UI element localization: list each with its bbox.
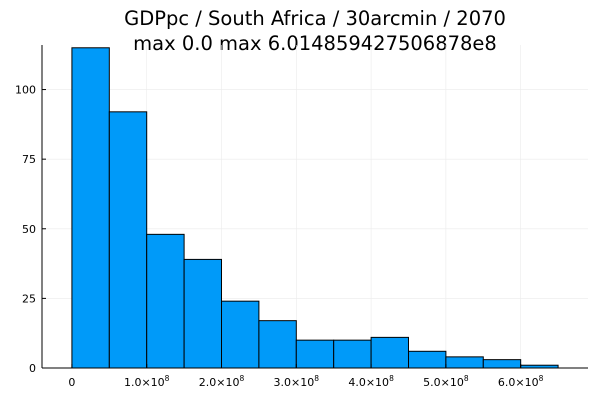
histogram-bar (445, 356, 484, 369)
x-tick-exponent: 8 (464, 374, 469, 383)
x-tick-labels: 0 1.0×108 2.0×108 3.0×108 4.0×108 5.0×108 6.0×… (68, 364, 544, 389)
histogram-bar (221, 300, 260, 369)
x-tick-exponent: 8 (389, 374, 394, 383)
x-tick-exponent: 8 (539, 374, 544, 383)
x-tick-label: 5.0×108 (423, 374, 469, 389)
x-tick-exponent: 8 (314, 374, 319, 383)
histogram-bar (183, 258, 223, 369)
x-tick-label: 0 (68, 376, 75, 389)
x-tick-label: 4.0×108 (348, 374, 394, 389)
y-tick-labels: 0 25 50 75 100 (15, 84, 46, 375)
y-tick-label: 75 (22, 153, 36, 166)
histogram-bar (146, 233, 185, 369)
histogram-bar (370, 336, 409, 369)
x-tick-exponent: 8 (239, 374, 244, 383)
x-tick-label: 2.0×108 (199, 374, 245, 389)
x-tick-mantissa: 2.0×10 (199, 376, 240, 389)
x-tick-label: 6.0×108 (498, 374, 544, 389)
x-tick-label: 3.0×108 (274, 374, 320, 389)
x-tick-mantissa: 1.0×10 (124, 376, 165, 389)
x-tick-mantissa: 6.0×10 (498, 376, 539, 389)
x-tick-mantissa: 3.0×10 (274, 376, 315, 389)
histogram-bar (108, 111, 148, 369)
y-tick-label: 25 (22, 292, 36, 305)
x-tick-exponent: 8 (165, 374, 170, 383)
x-tick-label: 1.0×108 (124, 374, 170, 389)
histogram-bar (295, 339, 335, 369)
histogram-bar (71, 47, 110, 369)
y-tick-label: 0 (29, 362, 36, 375)
chart-subtitle: max 0.0 max 6.014859427506878e8 (133, 32, 497, 55)
histogram-bar (407, 350, 447, 369)
y-tick-label: 50 (22, 223, 36, 236)
chart-title: GDPpc / South Africa / 30arcmin / 2070 (124, 7, 506, 30)
axes (41, 45, 588, 369)
bars-group (71, 47, 559, 369)
x-tick-mantissa: 0 (68, 376, 75, 389)
histogram-bar (333, 339, 372, 369)
x-tick-mantissa: 4.0×10 (348, 376, 389, 389)
histogram-bar (258, 320, 297, 369)
x-tick-mantissa: 5.0×10 (423, 376, 464, 389)
histogram-bar (482, 359, 522, 369)
y-tick-label: 100 (15, 84, 36, 97)
